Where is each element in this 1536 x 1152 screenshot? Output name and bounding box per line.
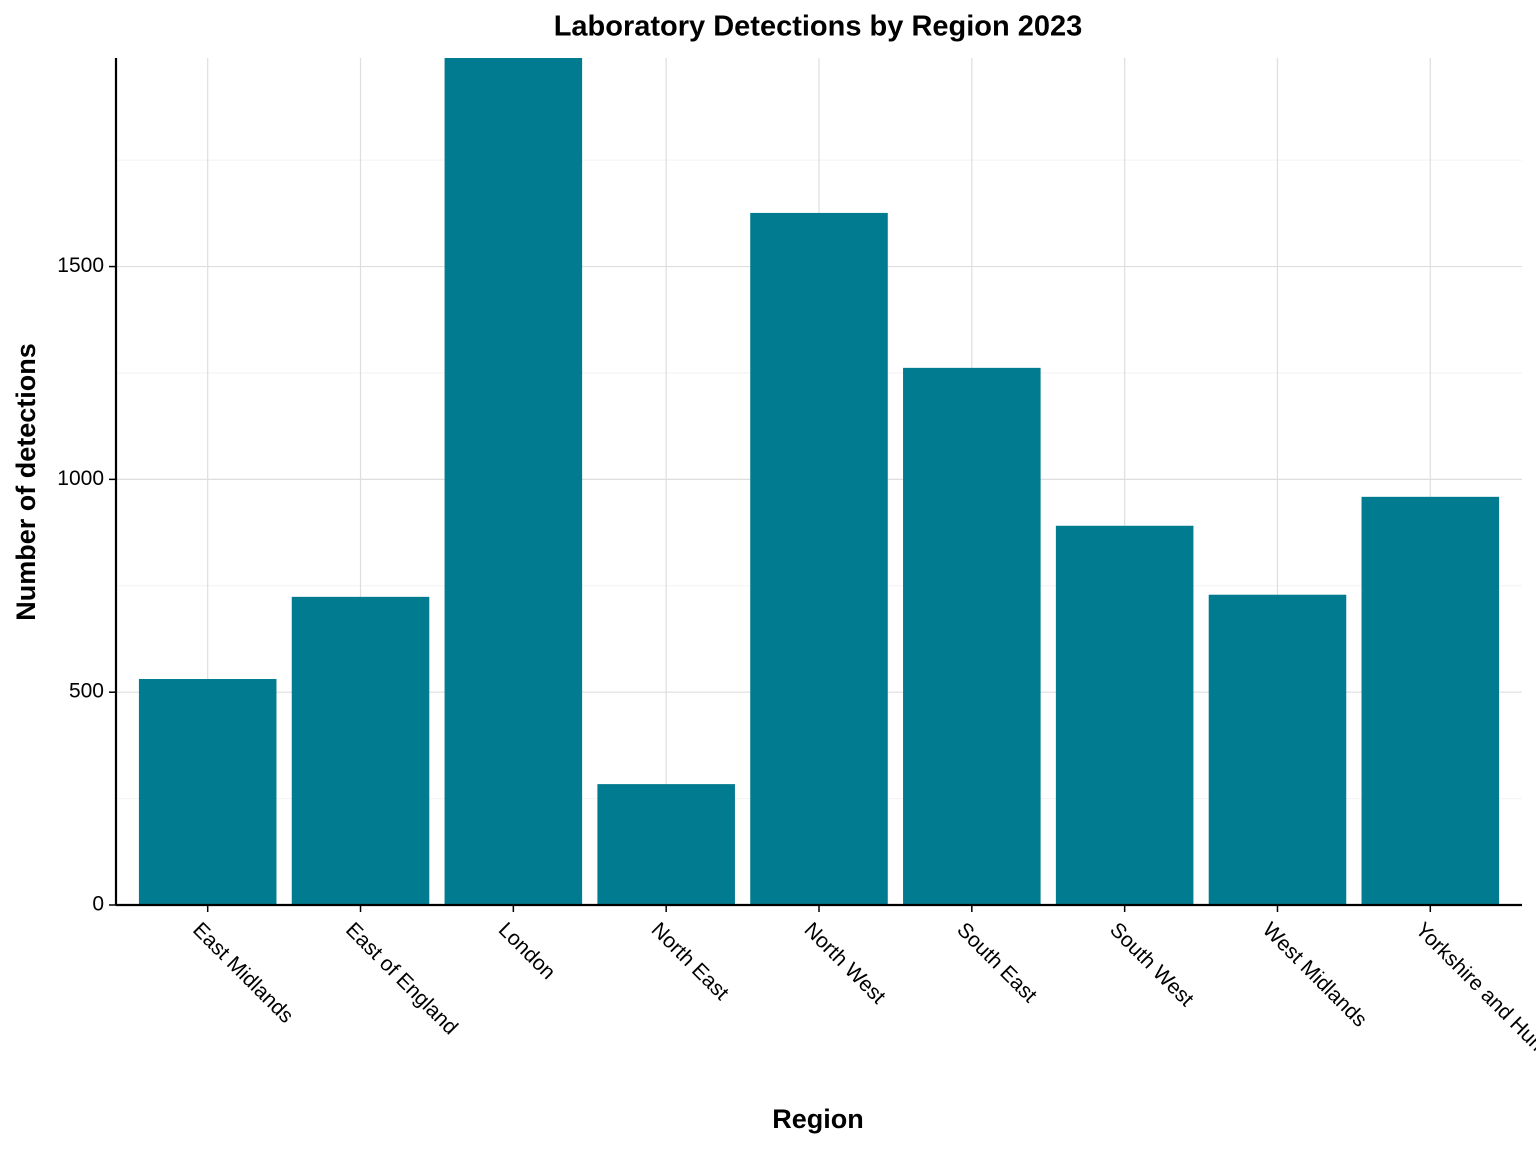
x-tick-label: South West — [1105, 918, 1198, 1011]
y-tick-label: 500 — [69, 680, 104, 703]
bar — [291, 596, 430, 905]
x-axis-title: Region — [772, 1104, 864, 1134]
bar — [138, 678, 277, 905]
bar — [1361, 496, 1500, 905]
x-tick-label: North East — [647, 918, 734, 1005]
y-tick-label: 0 — [92, 893, 104, 916]
bar — [1208, 594, 1347, 905]
bar — [597, 784, 735, 905]
y-tick-label: 1500 — [57, 254, 104, 277]
bar — [750, 212, 888, 905]
x-tick-label: East of England — [341, 918, 462, 1039]
x-tick-label: South East — [952, 918, 1041, 1007]
y-axis-title: Number of detections — [11, 343, 41, 621]
x-tick-label: London — [494, 918, 560, 984]
x-tick-label: North West — [800, 918, 890, 1008]
bar — [444, 58, 583, 905]
x-tick-label: East Midlands — [188, 918, 298, 1028]
x-tick-label: Yorkshire and Humber — [1411, 918, 1536, 1081]
y-tick-label: 1000 — [57, 467, 104, 490]
chart-title: Laboratory Detections by Region 2023 — [554, 11, 1083, 43]
bar — [903, 367, 1041, 905]
bar — [1055, 525, 1194, 905]
x-tick-label: West Midlands — [1258, 918, 1371, 1031]
